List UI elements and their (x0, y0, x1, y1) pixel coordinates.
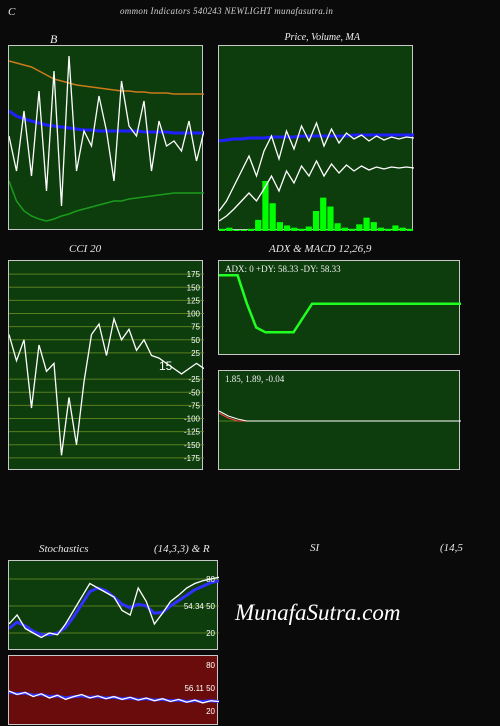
svg-text:-150: -150 (184, 441, 201, 450)
panel-bb (8, 45, 203, 230)
svg-text:-125: -125 (184, 428, 201, 437)
panel-macd: 1.85, 1.89, -0.04 (218, 370, 460, 470)
svg-text:-25: -25 (188, 375, 200, 384)
watermark: MunafaSutra.com (235, 600, 400, 626)
adx-subtitle: ADX: 0 +DY: 58.33 -DY: 58.33 (225, 264, 341, 274)
svg-text:175: 175 (187, 270, 201, 279)
panel-price-volume (218, 45, 413, 230)
svg-text:80: 80 (206, 575, 215, 584)
corner-label-c: C (8, 6, 15, 18)
stoch-title: Stochastics (39, 543, 89, 555)
svg-text:100: 100 (187, 310, 201, 319)
svg-text:125: 125 (187, 296, 201, 305)
svg-text:50: 50 (191, 336, 200, 345)
panel-stochastics: Stochastics (14,3,3) & R 208054.34 50 (8, 560, 218, 650)
label-price: Price, Volume, MA (284, 32, 360, 43)
panel-rsi: 20 80 56.11 50 (8, 655, 218, 725)
svg-text:80: 80 (206, 661, 215, 670)
svg-text:75: 75 (191, 323, 200, 332)
macd-subtitle: 1.85, 1.89, -0.04 (225, 374, 284, 384)
panel-cci: CCI 20 175150125100755025-25-50-75-100-1… (8, 260, 203, 470)
svg-text:150: 150 (187, 283, 201, 292)
svg-text:54.34 50: 54.34 50 (184, 602, 216, 611)
svg-text:25: 25 (191, 349, 200, 358)
stoch-title-r: (14,3,3) & R (154, 543, 210, 555)
svg-text:-100: -100 (184, 415, 201, 424)
svg-text:-75: -75 (188, 401, 200, 410)
adx-title: ADX & MACD 12,26,9 (269, 243, 371, 255)
page-title: ommon Indicators 540243 NEWLIGHT munafas… (120, 6, 333, 16)
si-label: SI (310, 542, 319, 554)
panel-adx: ADX & MACD 12,26,9 ADX: 0 +DY: 58.33 -DY… (218, 260, 460, 355)
svg-text:-175: -175 (184, 454, 201, 463)
svg-text:20: 20 (206, 629, 215, 638)
svg-text:-50: -50 (188, 388, 200, 397)
si-label-r: (14,5 (440, 542, 463, 554)
svg-text:56.11 50: 56.11 50 (184, 684, 215, 693)
svg-text:20: 20 (206, 707, 215, 716)
cci-title: CCI 20 (69, 243, 101, 255)
svg-text:15: 15 (159, 359, 173, 373)
